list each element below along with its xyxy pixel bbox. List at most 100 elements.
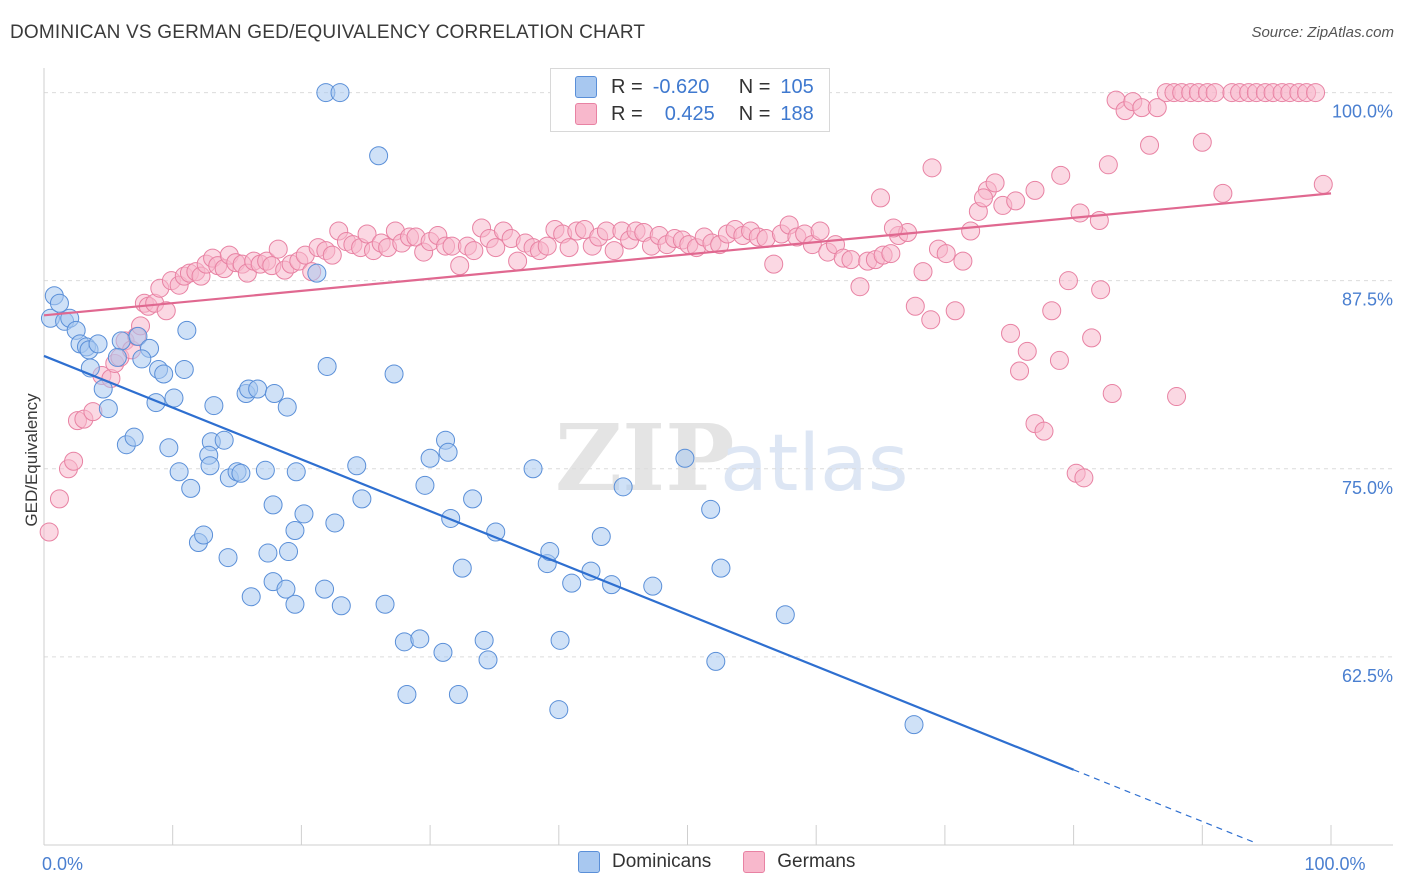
dominican-point bbox=[315, 579, 335, 599]
tick-labels: 0.0% 100.0% 100.0% 87.5% 75.0% 62.5% bbox=[42, 102, 1393, 874]
dominican-point bbox=[369, 146, 389, 166]
source-label: Source: ZipAtlas.com bbox=[1251, 24, 1394, 41]
legend-swatch-blue bbox=[578, 851, 600, 873]
dominican-point bbox=[352, 489, 372, 509]
dominican-point bbox=[394, 632, 414, 652]
german-point bbox=[921, 310, 941, 330]
legend-row-germans: R = 0.425 N = 188 bbox=[551, 100, 814, 128]
german-point bbox=[871, 188, 891, 208]
correlation-legend: R = -0.620 N = 105 R = 0.425 N = 188 bbox=[550, 68, 830, 132]
german-point bbox=[450, 256, 470, 276]
german-point bbox=[1001, 323, 1021, 343]
svg-text:ZIP: ZIP bbox=[555, 404, 734, 512]
dominican-point bbox=[124, 427, 144, 447]
dominican-point bbox=[159, 438, 179, 458]
legend-swatch-pink bbox=[743, 851, 766, 873]
german-point bbox=[1091, 280, 1111, 300]
dominican-point bbox=[904, 715, 924, 735]
dominican-point bbox=[549, 700, 569, 720]
dominican-point bbox=[420, 448, 440, 468]
dominican-point bbox=[128, 326, 148, 346]
german-point bbox=[537, 236, 557, 256]
dominican-point bbox=[111, 331, 131, 351]
legend-label-dominicans: Dominicans bbox=[612, 851, 712, 872]
trend-lines bbox=[43, 192, 1332, 843]
legend-n-label: N = bbox=[738, 75, 771, 98]
german-point bbox=[1313, 174, 1333, 194]
dominican-point bbox=[415, 475, 435, 495]
dominican-point bbox=[98, 399, 118, 419]
german-point bbox=[64, 451, 84, 471]
legend-r-value: -0.620 bbox=[652, 75, 710, 98]
y-tick-label: 100.0% bbox=[1332, 102, 1393, 122]
dominican-point bbox=[132, 349, 152, 369]
dominican-point bbox=[675, 448, 695, 468]
dominican-point bbox=[433, 642, 453, 662]
y-tick-label: 62.5% bbox=[1342, 666, 1393, 686]
dominican-point bbox=[591, 527, 611, 547]
series-legend: Dominicans Germans bbox=[578, 851, 887, 873]
german-point bbox=[883, 218, 903, 238]
german-point bbox=[1006, 191, 1026, 211]
german-point bbox=[508, 251, 528, 271]
dominican-point bbox=[523, 459, 543, 479]
dominican-point bbox=[562, 573, 582, 593]
dominican-point bbox=[248, 379, 268, 399]
german-point bbox=[1042, 301, 1062, 321]
dominican-point bbox=[711, 558, 731, 578]
dominican-point bbox=[88, 334, 108, 354]
legend-swatch-blue bbox=[575, 76, 597, 98]
dominican-point bbox=[204, 396, 224, 416]
axes bbox=[43, 68, 1393, 846]
legend-item-germans: Germans bbox=[743, 851, 855, 873]
dominican-point bbox=[181, 478, 201, 498]
dominican-point bbox=[550, 630, 570, 650]
legend-r-label: R = bbox=[611, 75, 643, 98]
german-point bbox=[764, 254, 784, 274]
legend-r-value: 0.425 bbox=[664, 102, 715, 125]
german-point bbox=[922, 158, 942, 178]
dominican-point bbox=[49, 293, 69, 313]
dominican-point bbox=[169, 462, 189, 482]
chart-title: DOMINICAN VS GERMAN GED/EQUIVALENCY CORR… bbox=[10, 22, 646, 43]
legend-row-dominicans: R = -0.620 N = 105 bbox=[551, 73, 814, 101]
german-point bbox=[83, 402, 103, 422]
german-point bbox=[1049, 350, 1069, 370]
dominican-point bbox=[463, 489, 483, 509]
german-point bbox=[1147, 98, 1167, 118]
legend-swatch-pink bbox=[575, 103, 597, 125]
legend-label-germans: Germans bbox=[777, 851, 856, 872]
german-point bbox=[1034, 421, 1054, 441]
german-point bbox=[604, 241, 624, 261]
dominican-point bbox=[279, 542, 299, 562]
german-point bbox=[985, 173, 1005, 193]
dominican-point bbox=[107, 347, 127, 367]
dominican-point bbox=[264, 384, 284, 404]
dominican-point bbox=[701, 499, 721, 519]
german-point bbox=[936, 244, 956, 264]
german-point bbox=[1192, 132, 1212, 152]
dominican-point bbox=[241, 587, 261, 607]
legend-r-label: R = bbox=[611, 102, 643, 125]
dominican-point bbox=[643, 576, 663, 596]
german-points bbox=[39, 83, 1333, 542]
german-point bbox=[1082, 328, 1102, 348]
watermark: ZIP atlas bbox=[555, 404, 909, 512]
legend-n-value: 188 bbox=[780, 102, 814, 125]
german-point bbox=[464, 241, 484, 261]
dominican-point bbox=[307, 263, 327, 283]
german-point bbox=[913, 262, 933, 282]
german-point bbox=[322, 245, 342, 265]
german-point bbox=[945, 301, 965, 321]
german-point bbox=[1051, 165, 1071, 185]
dominican-point bbox=[258, 543, 278, 563]
dominican-point bbox=[218, 548, 238, 568]
dominican-point bbox=[438, 442, 458, 462]
dominican-point bbox=[478, 650, 498, 670]
dominican-point bbox=[397, 685, 417, 705]
german-point bbox=[850, 277, 870, 297]
dominican-point bbox=[263, 495, 283, 515]
german-point bbox=[953, 251, 973, 271]
dominican-point bbox=[331, 596, 351, 616]
